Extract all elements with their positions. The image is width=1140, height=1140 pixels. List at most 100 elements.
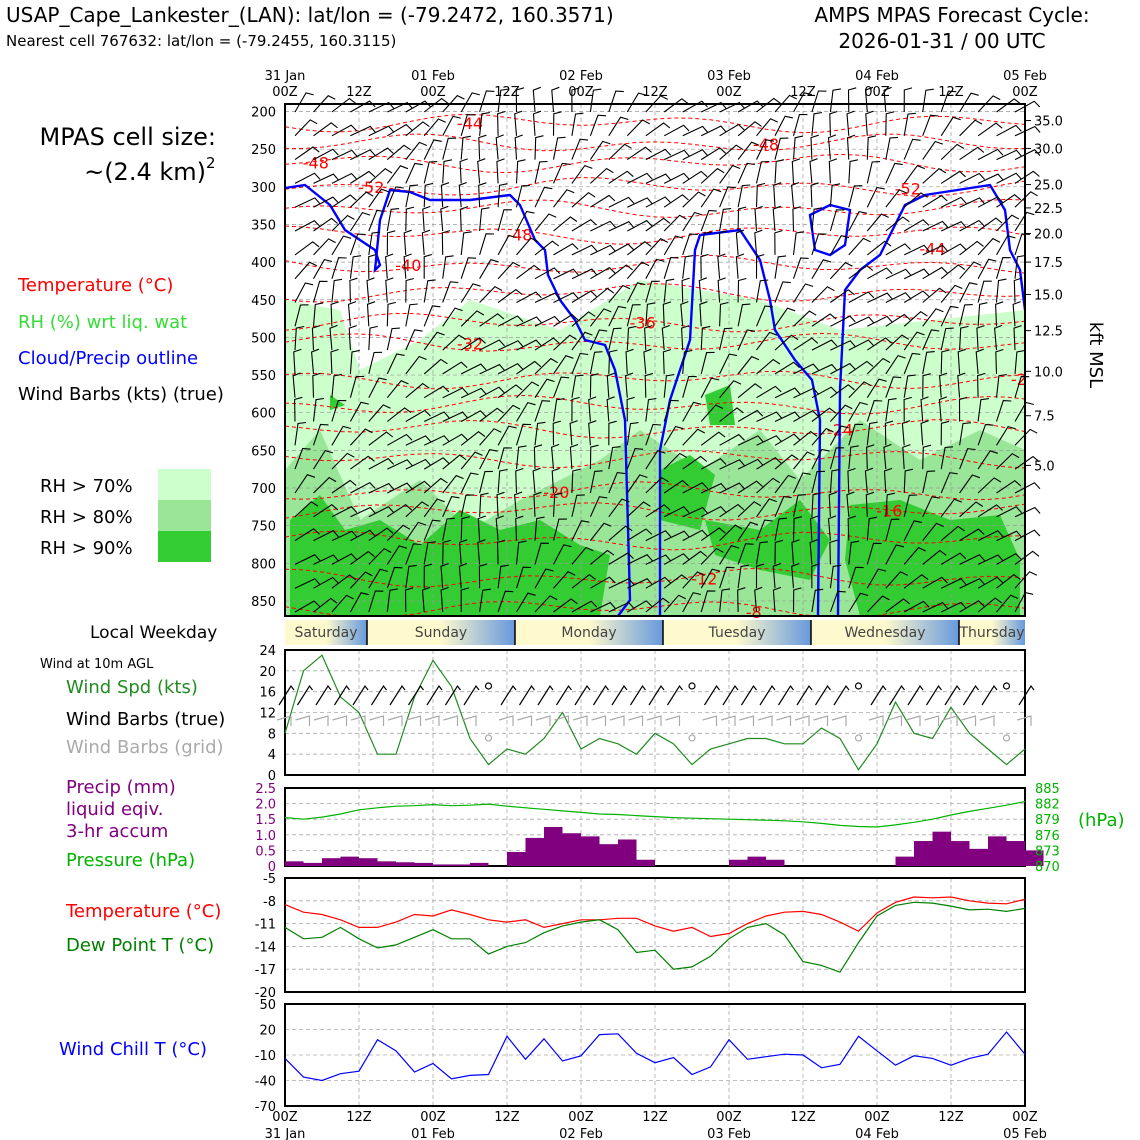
wind-barb (774, 281, 791, 303)
wind-barb (460, 135, 471, 160)
wind-barb (645, 423, 662, 446)
wind-barb (608, 143, 632, 160)
wind-barb (977, 237, 1001, 256)
wind-barb (756, 331, 778, 351)
surface-wind-barb (629, 684, 646, 706)
wind-barb (313, 504, 339, 518)
wind-barb (479, 286, 503, 303)
wind-barb (663, 399, 679, 422)
wind-barb (294, 146, 320, 161)
wind-barb (608, 578, 635, 589)
wind-barb (772, 586, 782, 613)
wind-barb (553, 313, 579, 327)
wind-barb (534, 421, 546, 446)
wind-barb (959, 219, 985, 232)
wind-barb (959, 119, 983, 137)
wind-barb (645, 258, 665, 279)
wind-barb (331, 278, 343, 303)
temperature-contour-label: -48 (753, 135, 779, 154)
wind-barb (294, 421, 307, 446)
wind-barb (719, 524, 743, 541)
wind-barb (977, 122, 1003, 137)
wind-barb (995, 348, 1004, 374)
wind-barb (644, 372, 654, 398)
wind-barb (719, 407, 744, 422)
wind-barb (608, 349, 618, 374)
surface-wind-barb (555, 684, 572, 706)
wind-barb (312, 423, 329, 446)
temperature-contour (284, 153, 1026, 174)
calm-wind-marker (688, 682, 696, 690)
wind-barb (385, 277, 394, 303)
wind-barb (848, 291, 875, 303)
wind-barb (590, 601, 616, 613)
pressure-tick-label: 400 (251, 256, 276, 271)
bottom-hour-label: 00Z (420, 1110, 446, 1125)
wind-barb (627, 172, 653, 184)
wind-barb (885, 136, 899, 160)
precip-bar (636, 859, 655, 866)
wind-barb (829, 404, 853, 422)
wind-barb (534, 160, 548, 184)
wind-barb (495, 134, 504, 160)
precip-bar (359, 858, 378, 866)
wind-barb (589, 470, 603, 494)
wind-barb (626, 282, 646, 303)
surface-grid-wind-barb (369, 715, 385, 726)
wind-barb (571, 331, 593, 351)
wind-barb (645, 148, 672, 161)
precip-tick-label: 1.5 (255, 813, 276, 828)
wind-barb (957, 348, 966, 374)
wind-barb (479, 470, 493, 494)
wind-barb (387, 123, 413, 137)
wind-barb (830, 362, 856, 375)
wind-barb (405, 543, 422, 565)
wind-barb (922, 220, 949, 232)
wind-barb (368, 325, 378, 351)
wind-barb (1014, 211, 1035, 232)
kft-tick-label: 17.5 (1034, 256, 1063, 271)
surface-wind-barb (463, 684, 480, 706)
surface-wind-barb (574, 684, 591, 706)
wind-barb (387, 101, 413, 113)
wind-barb (571, 468, 581, 494)
surface-wind-barb (740, 684, 757, 706)
surface-grid-wind-barb (887, 715, 903, 726)
wind-barb (866, 378, 887, 398)
surface-wind-barb (907, 684, 924, 706)
precip-bar (969, 848, 988, 866)
wind-barb (719, 123, 745, 137)
wind-barb (663, 594, 687, 613)
wind-barb (645, 554, 672, 565)
wind-barb (1014, 349, 1025, 374)
wind-barb (331, 479, 357, 494)
wind-barb (792, 135, 804, 160)
pressure-tick-label: 800 (251, 557, 276, 572)
wind-barb (497, 183, 508, 208)
temperature-panel: -5 -8 -11 -14 -17 -20 (255, 872, 1026, 1001)
calm-grid-wind-marker (854, 734, 863, 742)
wind-barb (497, 564, 509, 589)
wind-barb (405, 141, 428, 160)
surface-wind-barb (888, 684, 905, 706)
wind-barb (534, 240, 560, 256)
wind-barb (515, 566, 532, 589)
wind-barb (996, 453, 1020, 470)
wind-barb (553, 216, 578, 232)
wind-barb (366, 301, 376, 327)
wind-barb (719, 301, 729, 327)
wind-barb (608, 552, 634, 565)
kft-tick-label: 25.0 (1034, 179, 1063, 194)
wind-barb (626, 474, 648, 494)
surface-grid-wind-barb (646, 715, 662, 726)
precip-label-3: 3-hr accum (66, 821, 168, 842)
wind-barb (534, 400, 551, 422)
wind-barb (515, 445, 527, 470)
wind-barb (608, 420, 617, 446)
wind-barb (368, 431, 394, 446)
temperature-contour (284, 332, 1026, 352)
wind-barb (645, 196, 672, 208)
wind-barb (349, 277, 358, 303)
wind-barb (977, 424, 994, 446)
wind-barb (756, 118, 779, 137)
